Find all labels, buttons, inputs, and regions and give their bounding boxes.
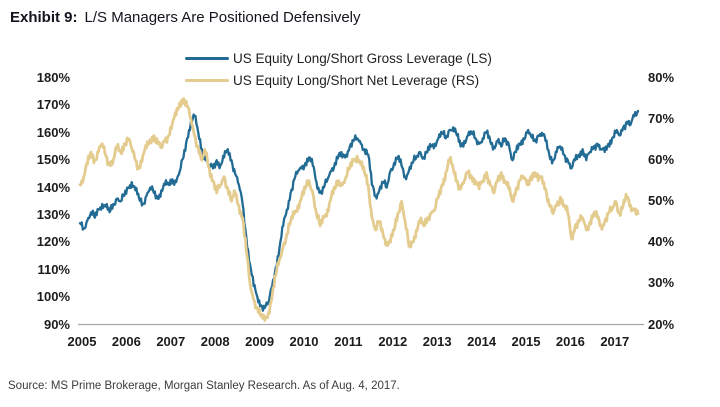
left-axis-tick-110: 110% (37, 261, 70, 277)
left-axis-tick-180: 180% (36, 70, 70, 85)
legend-label-net-leverage: US Equity Long/Short Net Leverage (RS) (233, 72, 480, 88)
right-axis-tick-20: 20% (648, 316, 675, 332)
left-axis-tick-150: 150% (36, 152, 70, 168)
right-axis-tick-70: 70% (648, 111, 675, 127)
gross-leverage-line-swatch (185, 56, 229, 60)
x-axis-tick-2016: 2016 (555, 334, 585, 349)
net-leverage-line (78, 97, 640, 322)
left-axis-tick-170: 170% (36, 97, 70, 113)
right-axis-tick-80: 80% (648, 70, 675, 85)
gross-leverage-line (78, 109, 640, 312)
x-axis-tick-2007: 2007 (156, 334, 186, 349)
chart-legend: US Equity Long/Short Gross Leverage (LS)… (185, 47, 492, 91)
x-axis-tick-2011: 2011 (334, 334, 363, 349)
left-axis-tick-130: 130% (36, 206, 70, 222)
right-axis-tick-30: 30% (648, 275, 675, 291)
x-axis-tick-2010: 2010 (289, 334, 319, 349)
legend-item-gross-leverage: US Equity Long/Short Gross Leverage (LS) (185, 47, 492, 69)
chart-title: Exhibit 9: L/S Managers Are Positioned De… (10, 9, 361, 26)
x-axis-tick-2013: 2013 (422, 334, 452, 349)
x-axis-tick-2015: 2015 (511, 334, 541, 349)
chart-title-text: L/S Managers Are Positioned Defensively (84, 9, 361, 26)
x-axis-tick-2009: 2009 (245, 334, 275, 349)
left-axis-tick-90: 90% (43, 316, 70, 332)
x-axis-tick-2014: 2014 (467, 334, 497, 349)
legend-label-gross-leverage: US Equity Long/Short Gross Leverage (LS) (233, 50, 492, 66)
x-axis-tick-2012: 2012 (378, 334, 408, 349)
x-axis-tick-2017: 2017 (600, 334, 630, 349)
right-axis-tick-50: 50% (648, 193, 675, 209)
x-axis-tick-2005: 2005 (67, 334, 97, 349)
exhibit-number-label: Exhibit 9: (10, 9, 78, 26)
legend-item-net-leverage: US Equity Long/Short Net Leverage (RS) (185, 69, 492, 91)
left-axis-tick-100: 100% (36, 289, 70, 305)
left-axis-tick-160: 160% (36, 124, 70, 140)
x-axis-tick-2006: 2006 (111, 334, 141, 349)
right-axis-tick-60: 60% (648, 152, 675, 168)
right-axis-tick-40: 40% (648, 234, 675, 250)
left-axis-tick-120: 120% (36, 234, 70, 250)
source-note: Source: MS Prime Brokerage, Morgan Stanl… (8, 380, 400, 392)
x-axis-tick-2008: 2008 (200, 334, 230, 349)
net-leverage-line-swatch (185, 78, 229, 82)
left-axis-tick-140: 140% (36, 179, 70, 195)
